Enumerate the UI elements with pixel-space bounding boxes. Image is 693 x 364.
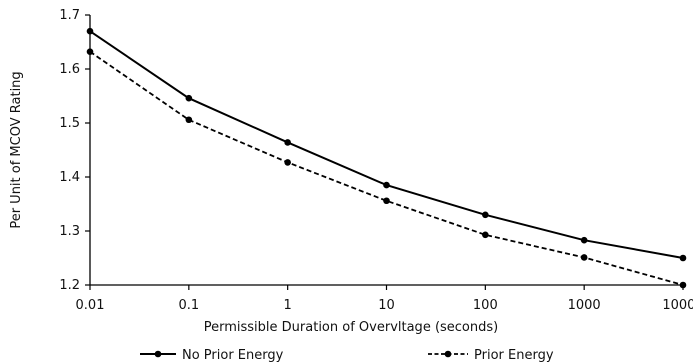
legend: No Prior Energy Prior Energy — [140, 348, 554, 363]
data-point-prior-energy — [679, 281, 687, 289]
legend-label-no-prior-energy: No Prior Energy — [182, 348, 284, 363]
x-tick-label: 0.01 — [76, 298, 105, 313]
x-tick-label: 0.1 — [178, 298, 199, 313]
x-tick-label: 10000 — [662, 298, 693, 313]
data-point-prior-energy — [185, 116, 193, 124]
series-line-no-prior-energy — [89, 30, 684, 259]
data-point-prior-energy — [284, 159, 291, 166]
x-ticks: 0.01 0.1 1 10 100 1000 10000 — [76, 285, 693, 313]
data-point-no-prior-energy — [482, 211, 489, 219]
data-point-prior-energy — [482, 231, 489, 239]
y-tick-label: 1.5 — [59, 116, 80, 131]
y-tick-label: 1.2 — [59, 278, 80, 293]
x-axis-title: Permissible Duration of Overvltage (seco… — [204, 320, 498, 335]
legend-label-prior-energy: Prior Energy — [474, 348, 554, 363]
data-point-no-prior-energy — [580, 236, 588, 244]
y-tick-label: 1.7 — [59, 8, 80, 23]
data-point-no-prior-energy — [86, 27, 94, 35]
series-line-prior-energy — [89, 50, 684, 286]
data-point-prior-energy — [86, 48, 94, 56]
y-tick-label: 1.3 — [59, 224, 80, 239]
x-tick-label: 10 — [378, 298, 395, 313]
series-layer — [86, 27, 687, 289]
data-point-no-prior-energy — [679, 254, 687, 262]
y-tick-label: 1.6 — [59, 62, 80, 77]
x-tick-label: 100 — [473, 298, 498, 313]
data-point-prior-energy — [580, 254, 588, 261]
legend-marker-prior-energy — [444, 350, 452, 358]
x-tick-label: 1000 — [568, 298, 601, 313]
y-axis-title: Per Unit of MCOV Rating — [9, 71, 24, 228]
data-point-prior-energy — [383, 197, 390, 205]
legend-marker-no-prior-energy — [154, 350, 162, 358]
data-point-no-prior-energy — [383, 181, 390, 189]
data-point-no-prior-energy — [185, 94, 193, 102]
data-point-no-prior-energy — [284, 139, 291, 146]
x-tick-label: 1 — [284, 298, 292, 313]
y-tick-label: 1.4 — [59, 170, 80, 185]
axes — [89, 15, 683, 286]
y-ticks: 1.2 1.3 1.4 1.5 1.6 1.7 — [59, 8, 90, 293]
